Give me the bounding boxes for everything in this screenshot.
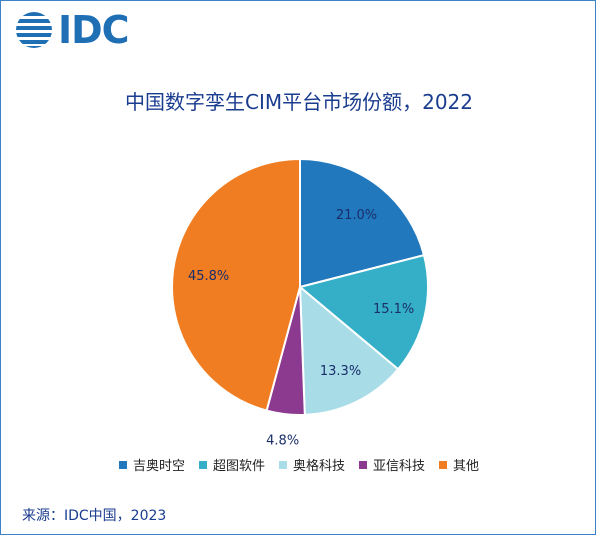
slice-label-4: 4.8% (266, 434, 299, 449)
legend-label: 其他 (453, 459, 480, 474)
slice-label-2: 15.1% (373, 302, 414, 317)
legend-item-5: 其他 (439, 455, 479, 474)
idc-logo: IDC (14, 8, 130, 52)
pie-slice-3 (298, 284, 400, 416)
legend-swatch (198, 460, 207, 469)
globe-icon (16, 12, 52, 48)
legend-label: 奥格科技 (292, 459, 345, 474)
pie-slice-2 (297, 253, 429, 371)
legend-item-4: 亚信科技 (359, 455, 425, 474)
legend-label: 超图软件 (212, 459, 265, 474)
pie-slice-5 (171, 157, 301, 412)
legend-item-1: 吉奥时空 (118, 455, 185, 474)
chart-title: 中国数字孪生CIM平台市场份额，2022 (124, 90, 474, 114)
legend-swatch (359, 460, 367, 469)
chart-legend: 吉奥时空 超图软件 奥格科技 亚信科技 其他 (0, 455, 598, 474)
legend-item-3: 奥格科技 (278, 455, 345, 474)
legend-swatch (118, 460, 127, 469)
source-note: 来源：IDC中国，2023 (22, 508, 167, 524)
legend-label: 亚信科技 (373, 459, 426, 474)
legend-swatch (439, 460, 448, 469)
logo-text: IDC (58, 8, 130, 52)
slice-label-1: 21.0% (336, 208, 377, 223)
slice-label-5: 45.8% (188, 269, 229, 284)
pie-slice-1 (299, 157, 426, 289)
legend-label: 吉奥时空 (132, 459, 185, 474)
legend-swatch (278, 460, 287, 469)
legend-item-2: 超图软件 (198, 455, 265, 474)
slice-label-3: 13.3% (320, 364, 361, 379)
